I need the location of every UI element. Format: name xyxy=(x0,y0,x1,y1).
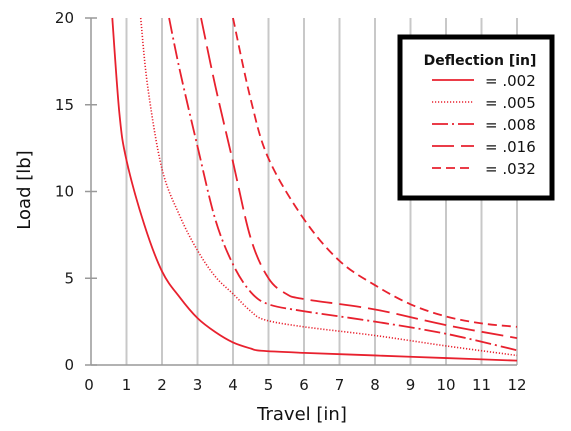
x-tick-label: 12 xyxy=(507,376,526,394)
legend-label: = .008 xyxy=(485,116,536,134)
legend-title: Deflection [in] xyxy=(424,53,537,69)
legend-items: = .002 = .005 = .008 = .016 = .032 xyxy=(432,72,536,178)
x-tick-label: 8 xyxy=(370,376,380,394)
y-tick-label: 20 xyxy=(55,9,74,27)
y-tick-label: 15 xyxy=(55,96,74,114)
x-tick-label: 11 xyxy=(472,376,491,394)
legend-label: = .005 xyxy=(485,94,536,112)
series-lines xyxy=(111,17,518,362)
x-tick-label: 4 xyxy=(228,376,238,394)
x-tick-label: 5 xyxy=(264,376,274,394)
series-line xyxy=(168,17,518,352)
series-line xyxy=(111,17,518,362)
x-tick-label: 3 xyxy=(193,376,203,394)
x-axis-title: Travel [in] xyxy=(256,404,347,425)
series-line xyxy=(139,17,518,357)
x-tick-label: 6 xyxy=(299,376,309,394)
y-tick-label: 0 xyxy=(64,356,74,374)
legend-box xyxy=(397,34,555,201)
y-axis-title: Load [lb] xyxy=(14,150,35,229)
legend-label: = .032 xyxy=(485,160,536,178)
series-line xyxy=(232,17,518,328)
series-line xyxy=(200,17,518,339)
x-tick-label: 9 xyxy=(406,376,416,394)
legend-label: = .002 xyxy=(485,72,536,90)
legend-label: = .016 xyxy=(485,138,536,156)
legend: Deflection [in] = .002 = .005 = .008 = .016… xyxy=(397,34,555,201)
y-tick-label: 10 xyxy=(55,183,74,201)
x-tick-label: 10 xyxy=(436,376,455,394)
x-tick-label: 2 xyxy=(157,376,167,394)
x-tick-label: 7 xyxy=(335,376,345,394)
axes xyxy=(85,17,517,366)
x-tick-label: 0 xyxy=(84,376,94,394)
x-tick-label: 1 xyxy=(122,376,132,394)
y-tick-label: 5 xyxy=(64,269,74,287)
